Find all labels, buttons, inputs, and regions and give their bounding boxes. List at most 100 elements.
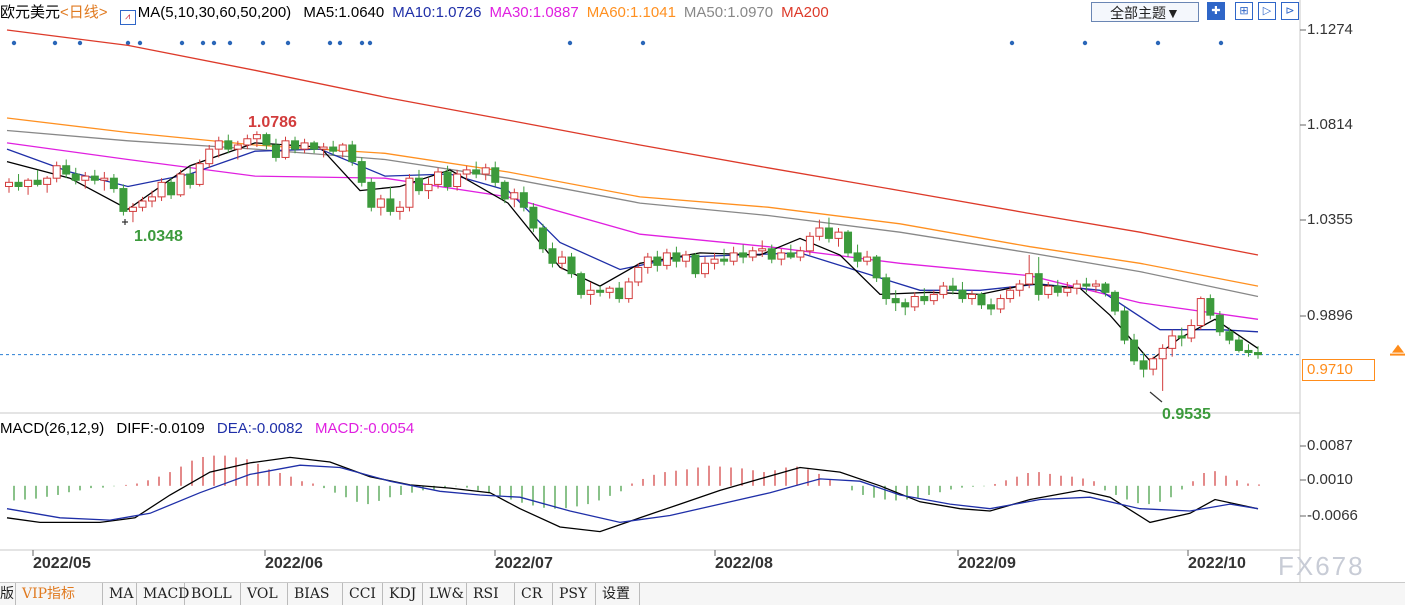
candle-body [939,285,948,295]
candle-body [1044,285,1053,295]
play-icon[interactable]: ▷ [1258,2,1276,20]
candle-body [100,177,109,181]
candle-body [233,144,242,150]
candle-body [567,256,576,275]
theme-select-button[interactable]: 全部主题▼ [1091,2,1199,22]
candle-body [624,281,633,300]
candle-body [653,256,662,266]
signal-dot [260,40,266,46]
candle-body [262,134,271,146]
candle-body [338,144,347,152]
candle-body [529,206,538,229]
candle-body [472,169,481,175]
indicator-tab[interactable]: MACD [137,583,189,605]
candle-body [405,177,414,208]
macd-indicator-label[interactable]: MACD(26,12,9) [0,420,105,437]
indicator-tab[interactable]: LW& [423,583,467,605]
macd-y-tick-label: 0.0010 [1307,471,1353,488]
candle-body [824,227,833,239]
candle-body [948,285,957,291]
candle-body [758,248,767,252]
candle-body [90,175,99,181]
indicator-tab[interactable]: 设置 [596,583,640,605]
candle-body [453,173,462,187]
candle-body [291,140,300,150]
candle-body [376,198,385,208]
price-chart[interactable]: 1.0786 1.0348 0.9535 [0,0,1405,582]
ma-indicator-label[interactable]: MA(5,10,30,60,50,200) [137,4,292,21]
candle-body [748,250,757,258]
indicator-tab[interactable]: BIAS [288,583,343,605]
symbol-label[interactable]: 欧元美元 [0,4,61,21]
candle-body [167,181,176,196]
candle-body [1072,283,1081,289]
signal-dot [11,40,17,46]
indicator-tab[interactable]: PSY [553,583,596,605]
candle-body [1110,291,1119,312]
candle-body [1120,310,1129,341]
candle-body [1158,347,1167,360]
candle-body [891,298,900,304]
candle-body [853,252,862,262]
candle-body [148,196,157,202]
step-icon[interactable]: ⊳ [1281,2,1299,20]
signal-dot [337,40,343,46]
candle-body [586,289,595,295]
signal-dot [211,40,217,46]
candle-body [481,167,490,175]
candle-body [357,161,366,183]
signal-dot [137,40,143,46]
candle-body [424,183,433,192]
candle-body [672,252,681,262]
candle-body [1025,273,1034,285]
candle-body [1006,289,1015,300]
candle-body [348,144,357,163]
y-tick-label: 1.0814 [1307,116,1353,133]
candle-body [119,188,128,212]
x-tick-label: 2022/10 [1188,555,1246,572]
candle-body [214,140,223,150]
indicator-tab-bar: 版 VIP指标 MA MACD BOLL VOL BIAS CCI KDJ LW& RSI CR PSY… [0,582,1405,605]
ma-chart-icon[interactable]: ⩘ [119,10,136,25]
indicator-tab[interactable]: RSI [467,583,515,605]
ma-value-label: MA50:1.0970 [683,4,774,21]
x-tick-label: 2022/05 [33,555,91,572]
candle-body [596,289,605,293]
macd-y-tick-label: 0.0087 [1307,437,1353,454]
price-annotation: 0.9535 [1162,406,1211,423]
candle-body [729,252,738,262]
candle-body [1130,339,1139,362]
candle-body [987,304,996,310]
indicator-tab[interactable]: VIP指标 [16,583,103,605]
candle-body [157,181,166,198]
indicator-tab[interactable]: VOL [241,583,288,605]
indicator-tab[interactable]: KDJ [383,583,423,605]
layout-icon[interactable]: ⊞ [1235,2,1253,20]
candle-body [128,206,137,212]
candle-body [510,192,519,200]
grid-icon[interactable]: ✚ [1207,2,1225,20]
period-label[interactable]: <日线> [60,4,108,21]
candle-body [1149,358,1158,370]
x-tick-label: 2022/08 [715,555,773,572]
indicator-tab[interactable]: MA [103,583,137,605]
candle-body [176,173,185,196]
ma-value-label: MA60:1.1041 [586,4,676,21]
candle-body [24,179,33,187]
indicator-tab[interactable]: BOLL [185,583,241,605]
ma-line-ma30 [6,142,1259,320]
signal-dot [179,40,185,46]
candle-body [786,252,795,258]
candle-body [1101,283,1110,293]
indicator-tab[interactable]: CR [515,583,553,605]
candle-body [739,252,748,258]
indicator-tab[interactable]: 版 [0,583,16,605]
candle-body [414,177,423,192]
ma-line-ma200 [6,29,1259,256]
signal-dot [567,40,573,46]
candle-body [443,171,452,187]
signal-dot [359,40,365,46]
candle-body [1215,314,1224,333]
candle-body [1139,360,1148,370]
indicator-tab[interactable]: CCI [343,583,383,605]
